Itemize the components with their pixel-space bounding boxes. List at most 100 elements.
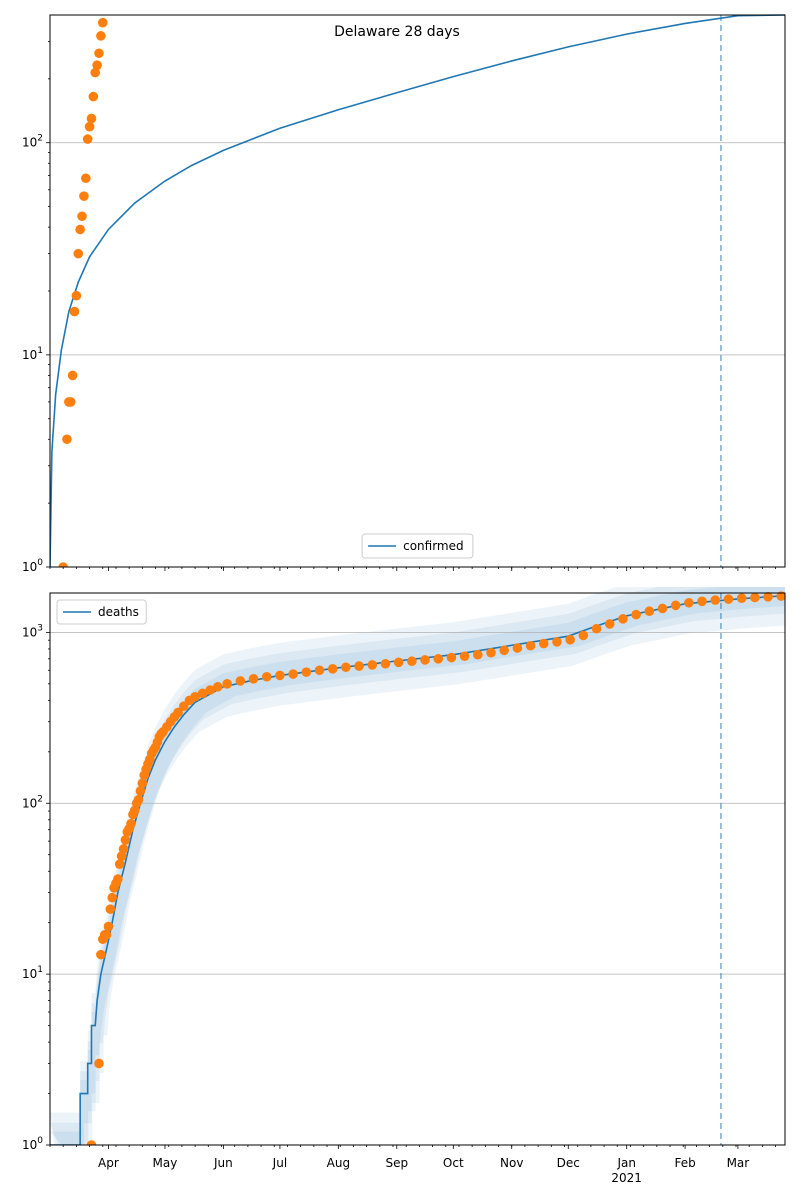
- observed-point: [354, 661, 364, 671]
- observed-point: [58, 562, 68, 567]
- observed-point: [750, 592, 760, 603]
- observed-point: [776, 591, 785, 601]
- legend-box: [56, 599, 147, 625]
- observed-point: [763, 592, 773, 602]
- observed-point: [197, 688, 208, 699]
- observed-point: [103, 921, 114, 932]
- observed-point: [86, 1140, 97, 1145]
- grid-lines: [50, 631, 785, 975]
- x-tick-label: Oct: [443, 1156, 464, 1170]
- observed-point: [69, 306, 80, 317]
- confirmed-line: [50, 14, 785, 567]
- observed-point: [92, 60, 102, 70]
- x-tick-label: Feb: [674, 1156, 695, 1170]
- x-axis-labels: Apr May Jun Jul Aug Sep Oct Nov Dec Jan Feb Mar 2021: [98, 1156, 749, 1185]
- observed-point: [105, 904, 116, 914]
- observed-point: [84, 121, 95, 132]
- observed-point: [88, 91, 99, 102]
- legend: deaths: [56, 599, 147, 625]
- observed-point: [261, 671, 272, 682]
- observed-point: [96, 31, 106, 41]
- observed-point: [77, 211, 87, 222]
- observed-point: [670, 600, 681, 611]
- observed-point: [126, 818, 136, 829]
- y-tick-label: 101: [22, 346, 43, 362]
- observed-point: [275, 670, 285, 681]
- axes-frame: [49, 592, 786, 1146]
- observed-point: [420, 655, 430, 665]
- x-tick-label: Jun: [213, 1156, 233, 1170]
- observed-point: [697, 596, 707, 607]
- observed-point: [71, 290, 82, 301]
- legend-label: deaths: [98, 605, 139, 619]
- observed-point: [565, 634, 575, 645]
- x-tick-label: Mar: [727, 1156, 750, 1170]
- axis-ticks: 100 101 102 103: [22, 623, 776, 1152]
- observed-point: [133, 794, 144, 805]
- observed-point: [512, 643, 523, 653]
- observed-point: [137, 778, 148, 789]
- legend-box: [361, 533, 474, 559]
- observed-point: [190, 691, 200, 702]
- observed-point: [62, 434, 72, 445]
- observed-point: [473, 649, 483, 660]
- deaths-panel: 100 101 102 103 deaths Apr May Jun Jul Aug Sep Oc…: [22, 587, 786, 1185]
- observed-point: [407, 656, 417, 667]
- observed-point: [723, 594, 734, 604]
- observed-point: [97, 17, 108, 28]
- x-tick-label: Apr: [98, 1156, 119, 1170]
- y-tick-label: 103: [22, 623, 43, 639]
- observed-point: [341, 662, 351, 673]
- observed-point: [433, 654, 444, 664]
- observed-point: [248, 673, 259, 684]
- observed-point: [736, 593, 747, 603]
- observed-point: [86, 113, 97, 124]
- y-tick-label: 101: [22, 965, 43, 981]
- observed-point: [446, 652, 457, 663]
- observed-point: [135, 786, 146, 796]
- observed-point: [101, 929, 112, 940]
- observed-point: [618, 614, 628, 624]
- observed-point: [644, 606, 655, 617]
- observed-point: [94, 48, 104, 59]
- x-tick-label: Aug: [327, 1156, 350, 1170]
- observed-point: [67, 370, 78, 381]
- observed-point: [486, 647, 496, 658]
- chart-title: Delaware 28 days: [334, 24, 460, 40]
- observed-point: [367, 660, 378, 670]
- observed-point: [81, 173, 91, 184]
- observed-point: [684, 597, 694, 608]
- observed-point: [75, 224, 85, 235]
- x-tick-label: Jul: [272, 1156, 287, 1170]
- legend-label: confirmed: [403, 539, 464, 553]
- observed-point: [657, 603, 668, 614]
- axes-frame: [49, 14, 786, 568]
- observed-point: [525, 640, 536, 651]
- observed-point: [314, 665, 325, 676]
- grid-lines: [50, 142, 785, 356]
- observed-point: [591, 623, 602, 634]
- observed-point: [288, 669, 298, 679]
- observed-point: [459, 651, 470, 662]
- observed-point: [90, 67, 101, 78]
- observed-point: [604, 619, 615, 629]
- y-tick-label: 100: [22, 558, 43, 574]
- series-layer: [50, 14, 785, 567]
- observed-point: [73, 248, 84, 259]
- x-year-label: 2021: [611, 1171, 642, 1185]
- observed-point: [327, 664, 338, 674]
- series-layer: [50, 591, 785, 1145]
- x-tick-label: Jan: [616, 1156, 636, 1170]
- observed-point: [116, 851, 127, 861]
- observed-point: [380, 658, 391, 669]
- observed-point: [96, 949, 106, 960]
- legend: confirmed: [361, 533, 474, 559]
- observed-point: [114, 859, 125, 869]
- confirmed-panel: 100 101 102 Delaware 28 days confirmed: [22, 14, 786, 574]
- observed-point: [113, 874, 123, 884]
- observed-point: [82, 134, 93, 144]
- uncertainty-band: [50, 587, 785, 1145]
- observed-point: [631, 609, 641, 620]
- observed-point: [538, 638, 549, 649]
